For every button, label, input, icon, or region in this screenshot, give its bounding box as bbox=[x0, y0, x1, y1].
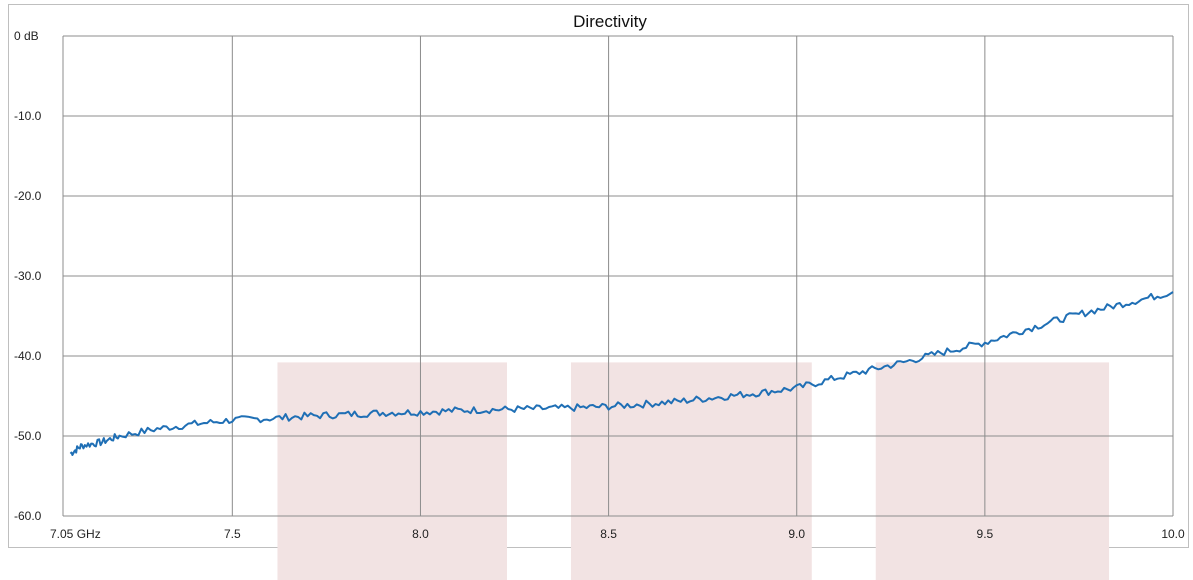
series-group bbox=[69, 291, 1174, 456]
series-line-1 bbox=[69, 291, 1174, 456]
shaded-bands bbox=[277, 362, 1110, 580]
x-tick-label: 8.0 bbox=[412, 527, 429, 541]
shaded-band-3 bbox=[875, 362, 1110, 580]
chart-title: Directivity bbox=[573, 12, 647, 31]
y-axis-ticks: 0 dB -10.0 -20.0 -30.0 -40.0 -50.0 -60.0 bbox=[14, 29, 42, 523]
gridlines bbox=[62, 35, 1174, 517]
y-tick-label: -20.0 bbox=[14, 189, 42, 203]
shaded-band-2 bbox=[570, 362, 812, 580]
x-tick-label: 8.5 bbox=[600, 527, 617, 541]
x-tick-label: 9.0 bbox=[788, 527, 805, 541]
y-tick-label: -40.0 bbox=[14, 349, 42, 363]
x-axis-ticks: 7.05 GHz 7.5 8.0 8.5 9.0 9.5 10.0 bbox=[50, 527, 1185, 541]
shaded-band-1 bbox=[277, 362, 507, 580]
y-tick-label: -30.0 bbox=[14, 269, 42, 283]
y-tick-label: -10.0 bbox=[14, 109, 42, 123]
y-tick-label: 0 dB bbox=[14, 29, 39, 43]
x-tick-label: 10.0 bbox=[1161, 527, 1185, 541]
y-tick-label: -60.0 bbox=[14, 509, 42, 523]
x-tick-label: 9.5 bbox=[977, 527, 994, 541]
x-tick-label: 7.05 GHz bbox=[50, 527, 101, 541]
x-tick-label: 7.5 bbox=[224, 527, 241, 541]
y-tick-label: -50.0 bbox=[14, 429, 42, 443]
